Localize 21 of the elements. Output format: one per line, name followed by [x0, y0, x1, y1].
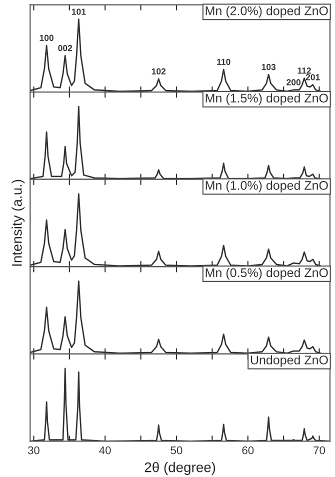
text: Mn (2.0%) doped ZnO	[206, 6, 328, 18]
x-tick-label: 40	[99, 446, 111, 454]
annotation: 200	[286, 79, 301, 86]
x-axis-title: 2θ (degree)	[144, 462, 216, 475]
annotation: 110	[217, 58, 230, 66]
y-axis-title: Intensity (a.u.)	[12, 180, 25, 266]
x-tick-label: 30	[28, 446, 40, 454]
annotation: 101	[72, 8, 86, 15]
text: Mn (1.5%) doped ZnO	[206, 93, 328, 106]
x-tick-label: 70	[314, 446, 326, 454]
annotation: 002	[58, 44, 72, 52]
text: Mn (1.0%) doped ZnO	[206, 180, 328, 192]
x-tick-label: 60	[242, 446, 254, 454]
annotation: 103	[262, 64, 276, 70]
text: Undoped ZnO	[250, 355, 328, 367]
text: Mn (0.5%) doped ZnO	[206, 268, 328, 280]
annotation: 201	[306, 74, 320, 80]
annotation: 112	[298, 68, 311, 74]
annotation: 100	[40, 34, 54, 41]
x-tick-label: 50	[170, 446, 182, 454]
annotation: 102	[152, 68, 166, 74]
